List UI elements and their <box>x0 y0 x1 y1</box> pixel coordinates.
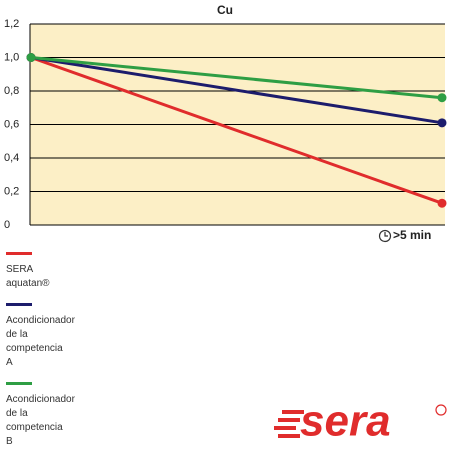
logo-registered <box>435 404 447 416</box>
legend-swatch <box>6 252 32 255</box>
y-tick-label: 1,0 <box>4 51 19 63</box>
legend-swatch <box>6 303 32 306</box>
series-line <box>30 56 443 125</box>
logo: sera <box>274 397 447 446</box>
page: Cu >5 min sera 0 0,2 0,4 0,6 0,8 1,0 1,2 SERA … <box>4 3 447 447</box>
legend-entry: Acondicionador de la competencia A <box>6 303 116 370</box>
data-point <box>26 53 36 62</box>
logo-text: sera <box>300 397 391 446</box>
logo-stripes <box>274 410 304 438</box>
chart-title: Cu <box>217 3 233 17</box>
series-line <box>30 56 443 205</box>
y-tick-label: 0,4 <box>4 152 19 164</box>
data-point <box>437 118 447 128</box>
y-tick-label: 0 <box>4 219 10 231</box>
legend-entry: SERA aquatan® <box>6 252 116 291</box>
x-axis-label: >5 min <box>393 228 431 242</box>
legend: SERA aquatan® Acondicionador de la compet… <box>6 252 116 461</box>
series-line <box>30 56 443 100</box>
y-tick-label: 0,8 <box>4 85 19 97</box>
clock-hands <box>384 232 388 237</box>
legend-label: Acondicionador de la competencia A <box>6 315 75 368</box>
legend-swatch <box>6 382 32 385</box>
chart: Cu >5 min sera 0 0,2 0,4 0,6 0,8 1,0 1,2 <box>4 3 447 446</box>
y-tick-label: 0,6 <box>4 118 19 130</box>
data-point <box>437 93 447 103</box>
y-tick-label: 1,2 <box>4 18 19 30</box>
data-point <box>437 198 447 208</box>
legend-entry: Acondicionador de la competencia B <box>6 382 116 449</box>
legend-label: SERA aquatan® <box>6 264 50 289</box>
y-tick-label: 0,2 <box>4 185 19 197</box>
clock-icon <box>378 229 392 243</box>
legend-label: Acondicionador de la competencia B <box>6 394 75 447</box>
